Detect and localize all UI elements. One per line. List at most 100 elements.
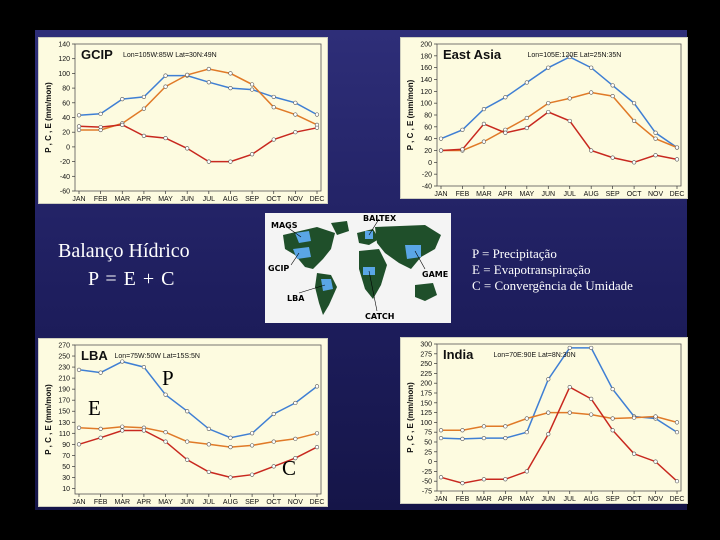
gcip-y-tick-label: 60 <box>62 100 70 107</box>
east-asia-series-0-point <box>546 65 551 70</box>
gcip-series-0-line <box>78 74 318 117</box>
east-asia-series-0-point <box>567 54 572 60</box>
lba-series-0-line <box>78 360 318 439</box>
lba-series-0-point <box>163 392 168 397</box>
lba-series-1-point <box>228 444 233 450</box>
india-y-tick-label: -50 <box>422 479 432 486</box>
gcip-x-tick-label: JAN <box>72 196 85 203</box>
east-asia-y-tick-label: 140 <box>420 77 432 84</box>
lba-series-1-point <box>293 436 298 441</box>
east-asia-x-tick-label: SEP <box>606 191 620 198</box>
annotation-p: P <box>162 366 174 390</box>
lba-series-2-point <box>98 435 103 440</box>
india-series-2-point <box>460 481 465 486</box>
gcip-series-2-point <box>120 122 125 127</box>
map-region-gcip <box>293 247 311 259</box>
gcip-y-tick-label: -20 <box>60 159 70 166</box>
lba-x-tick-label: NOV <box>288 499 304 506</box>
india-y-tick-label: 225 <box>420 371 432 378</box>
india-y-tick-label: 300 <box>420 342 432 349</box>
gcip-plot-frame <box>74 43 322 192</box>
gcip-y-axis-label: P , C , E (mm/mon) <box>44 82 53 153</box>
lba-series-1-point <box>314 431 320 436</box>
india-series-1-point <box>503 424 508 429</box>
map-label-game: GAME <box>422 270 448 279</box>
east-asia-series-0-point <box>481 106 487 112</box>
east-asia-series-0-point <box>460 127 465 132</box>
east-asia-series-2-point <box>503 130 508 135</box>
east-asia-plot-frame <box>436 43 682 187</box>
india-series-1-point <box>546 410 551 415</box>
map-label-lba: LBA <box>287 294 305 303</box>
east-asia-x-tick-label: OCT <box>627 191 643 198</box>
east-asia-series-0-point <box>589 65 594 70</box>
gcip-x-tick-label: AUG <box>223 196 238 203</box>
india-series-1-point <box>567 410 572 415</box>
lba-series-0-point <box>228 435 233 440</box>
map-leader-gcip <box>290 252 300 266</box>
lba-series-0-point <box>249 431 255 436</box>
india-y-tick-label: 50 <box>424 440 432 447</box>
lba-series-2-point <box>76 442 82 447</box>
india-y-tick-label: 0 <box>428 459 432 466</box>
india-title: India <box>443 347 474 362</box>
east-asia-title: East Asia <box>443 47 502 62</box>
lba-series-2-point <box>228 475 233 480</box>
india-series-0-point <box>481 435 487 441</box>
map-leader-baltex <box>368 218 380 236</box>
map-leader-mags <box>286 226 302 238</box>
india-x-tick-label: NOV <box>648 496 664 503</box>
east-asia-series-1-point <box>674 145 680 150</box>
east-asia-y-tick-label: 80 <box>424 113 432 120</box>
lba-series-0-point <box>185 409 190 414</box>
india-series-2-point <box>524 469 529 474</box>
east-asia-series-2-point <box>567 118 572 124</box>
india-series-1-point <box>481 424 487 429</box>
gcip-title: GCIP <box>81 47 113 62</box>
east-asia-x-tick-label: JUN <box>541 191 555 198</box>
gcip-x-tick-label: SEP <box>245 196 259 203</box>
lba-x-tick-label: AUG <box>223 499 238 506</box>
india-series-2-line <box>440 386 678 484</box>
east-asia-subtitle: Lon=105E:120E Lat=25N:35N <box>528 52 622 59</box>
east-asia-x-tick-label: FEB <box>456 191 470 198</box>
india-series-1-point <box>674 420 680 425</box>
lba-y-tick-label: 90 <box>62 442 70 449</box>
lba-title-backing <box>79 347 111 363</box>
lba-plot-frame <box>74 344 322 495</box>
chart-lba: 270 250 230 210 190 170 150 130 110 90 70 50 30 10 JAN… <box>38 338 328 507</box>
lba-series-1-point <box>76 425 82 430</box>
lba-series-1-point <box>185 439 190 444</box>
lba-subtitle: Lon=75W:50W Lat=15S:5N <box>115 353 200 360</box>
india-y-tick-label: 100 <box>420 420 432 427</box>
gcip-series-0-point <box>98 111 103 116</box>
india-x-tick-label: MAY <box>519 496 534 503</box>
chart-east-asia: 200 180 160 140 120 100 80 60 40 20 0 -20 -40 JAN FEB M… <box>400 37 688 199</box>
lba-y-tick-label: 150 <box>58 409 70 416</box>
gcip-subtitle: Lon=105W:85W Lat=30N:49N <box>123 52 217 59</box>
gcip-series-1-point <box>206 66 211 72</box>
gcip-series-2-point <box>163 135 168 141</box>
gcip-series-2-point <box>293 130 298 135</box>
lba-y-tick-label: 30 <box>62 475 70 482</box>
india-series-0-point <box>546 377 551 382</box>
annotation-e: E <box>88 396 101 420</box>
map-label-catch: CATCH <box>365 312 394 321</box>
map-greenland <box>331 221 349 235</box>
east-asia-x-tick-label: MAY <box>519 191 534 198</box>
east-asia-x-tick-label: NOV <box>648 191 664 198</box>
india-series-1-point <box>589 412 594 417</box>
east-asia-series-1-point <box>653 136 658 141</box>
legend-moisture-convergence: C = Convergência de Umidade <box>472 278 633 293</box>
gcip-x-tick-label: NOV <box>288 196 304 203</box>
lba-x-tick-label: MAR <box>114 499 130 506</box>
india-series-0-point <box>503 435 508 441</box>
india-series-1-line <box>441 411 678 431</box>
east-asia-y-tick-label: 120 <box>420 89 432 96</box>
lba-series-0-point <box>206 426 211 431</box>
lba-series-2-point <box>249 472 255 477</box>
india-series-2-point <box>567 385 572 390</box>
gcip-series-1-point <box>249 82 255 87</box>
india-y-tick-label: 75 <box>424 430 432 437</box>
